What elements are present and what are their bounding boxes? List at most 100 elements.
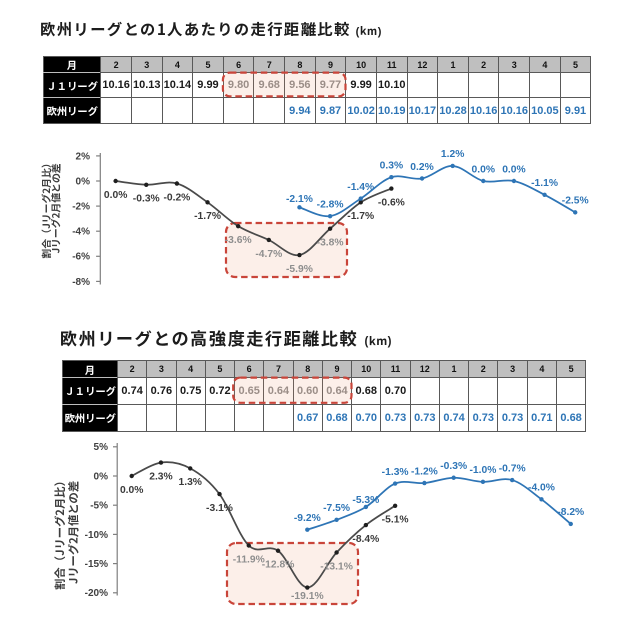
europe-value-cell: 0.71 [527, 404, 556, 431]
europe-series-marker [539, 497, 544, 502]
month-header-cell: 8 [293, 361, 322, 377]
section1-title-unit: (km) [355, 23, 382, 39]
month-header-cell: 4 [527, 361, 556, 377]
j1-series-marker [363, 522, 369, 528]
j1-series-marker [158, 460, 164, 465]
month-header-cell: 11 [381, 361, 410, 377]
j1-series-marker [113, 178, 118, 184]
europe-value-cell [223, 98, 254, 123]
europe-row-label: 欧州リーグ [44, 98, 101, 123]
distance-table: 月 2 3 4 5 6 7 8 9 10 11 12 1 2 3 4 5 Ｊ１リーグ 10.16 10.13 10.14… [43, 56, 592, 124]
europe-series-marker [510, 477, 515, 483]
month-header-cell: 2 [468, 57, 499, 72]
europe-series-marker [327, 213, 333, 219]
j1-value-cell [468, 73, 499, 97]
j1-value-cell: 9.80 [223, 73, 254, 97]
month-header-cell: 2 [101, 57, 131, 72]
month-header-cell: 1 [439, 361, 469, 377]
j1-series-marker [205, 200, 210, 205]
j1-data-label: -5.1% [382, 515, 409, 526]
j1-row-label: Ｊ１リーグ [44, 73, 101, 97]
y-axis-tick-label: 5% [94, 442, 109, 453]
europe-data-label: -0.7% [499, 463, 526, 474]
month-header-cell: 3 [131, 57, 162, 72]
europe-value-cell [131, 98, 162, 123]
europe-value-cell: 10.19 [376, 98, 407, 123]
label-column-separator [62, 377, 117, 378]
europe-row-label: 欧州リーグ [63, 404, 117, 431]
europe-series-marker [511, 178, 517, 184]
europe-series-marker [481, 178, 486, 184]
europe-value-cell [254, 98, 285, 123]
month-header-cell: 6 [223, 57, 254, 72]
j1-value-cell: 0.75 [176, 378, 205, 404]
section2-title: 欧州リーグとの高強度走行距離比較 (km) [60, 329, 392, 348]
j1-value-cell: 10.13 [131, 73, 162, 97]
j1-value-cell [527, 378, 556, 404]
j1-series-line [114, 180, 393, 257]
y-axis-tick-label: 0% [76, 176, 91, 187]
europe-series-line [298, 165, 577, 218]
europe-value-cell: 0.74 [439, 404, 469, 431]
j1-value-cell: 0.72 [205, 378, 235, 404]
europe-data-label: -2.5% [562, 196, 589, 207]
j1-series-marker [334, 550, 339, 555]
j1-value-cell [530, 73, 560, 97]
europe-value-cell [147, 404, 176, 431]
europe-value-cell: 10.05 [530, 98, 560, 123]
europe-series-marker [480, 479, 486, 485]
month-header-cell: 3 [147, 361, 176, 377]
y-axis-tick-label: -10% [85, 530, 108, 541]
europe-value-cell [162, 98, 193, 123]
j1-value-cell [438, 73, 468, 97]
month-corner-cell: 月 [44, 57, 101, 72]
y-axis-title-line1: 割合（Jリーグ2月比） [39, 158, 53, 258]
month-header-cell: 5 [560, 57, 591, 72]
europe-series-marker [363, 504, 369, 510]
section1-title: 欧州リーグとの1人あたりの走行距離比較 (km) [40, 21, 382, 39]
europe-data-label: 0.2% [410, 162, 433, 173]
europe-series-marker [389, 175, 394, 180]
europe-data-label: 1.2% [441, 149, 464, 160]
europe-value-cell: 0.68 [322, 404, 352, 431]
j1-value-cell: 10.14 [162, 73, 193, 97]
j1-series-marker [358, 200, 363, 205]
europe-series-line [306, 476, 572, 531]
y-axis-tick-label: -2% [72, 202, 90, 213]
y-axis-tick-label: -15% [85, 559, 108, 570]
j1-value-cell: 0.64 [322, 378, 352, 404]
europe-series-marker [573, 210, 578, 215]
y-axis-tick-label: -4% [72, 227, 90, 238]
month-header-cell: 3 [498, 361, 527, 377]
europe-value-cell: 9.87 [315, 98, 346, 123]
j1-value-cell: 0.74 [117, 378, 147, 404]
europe-value-cell: 10.16 [499, 98, 530, 123]
j1-value-cell: 10.16 [101, 73, 131, 97]
europe-value-cell: 10.02 [346, 98, 376, 123]
month-header-cell: 2 [117, 361, 147, 377]
j1-value-cell [556, 378, 586, 404]
j1-value-cell: 9.99 [193, 73, 223, 97]
j1-series-marker [217, 491, 222, 497]
europe-value-cell [193, 98, 223, 123]
y-axis-tick-label: -6% [72, 252, 90, 263]
label-column-separator [43, 72, 101, 73]
europe-data-label: -8.2% [557, 507, 584, 518]
europe-data-label: 0.0% [472, 164, 495, 175]
j1-value-cell [469, 378, 498, 404]
europe-data-label: 0.3% [380, 161, 403, 172]
j1-series-marker [305, 585, 310, 590]
europe-series-marker [542, 192, 547, 198]
j1-series-marker [235, 223, 241, 229]
europe-data-label: -1.0% [469, 465, 496, 476]
europe-series-marker [297, 205, 302, 210]
chart-highlight-box-sec1 [224, 221, 349, 279]
y-axis-tick-label: -20% [85, 588, 108, 599]
month-corner-cell: 月 [63, 361, 117, 377]
month-header-cell: 4 [530, 57, 560, 72]
j1-series-marker [144, 182, 149, 187]
europe-data-label: -2.1% [286, 194, 313, 205]
j1-series-marker [389, 186, 394, 191]
j1-value-cell [498, 378, 527, 404]
j1-data-label: -0.2% [163, 192, 190, 203]
